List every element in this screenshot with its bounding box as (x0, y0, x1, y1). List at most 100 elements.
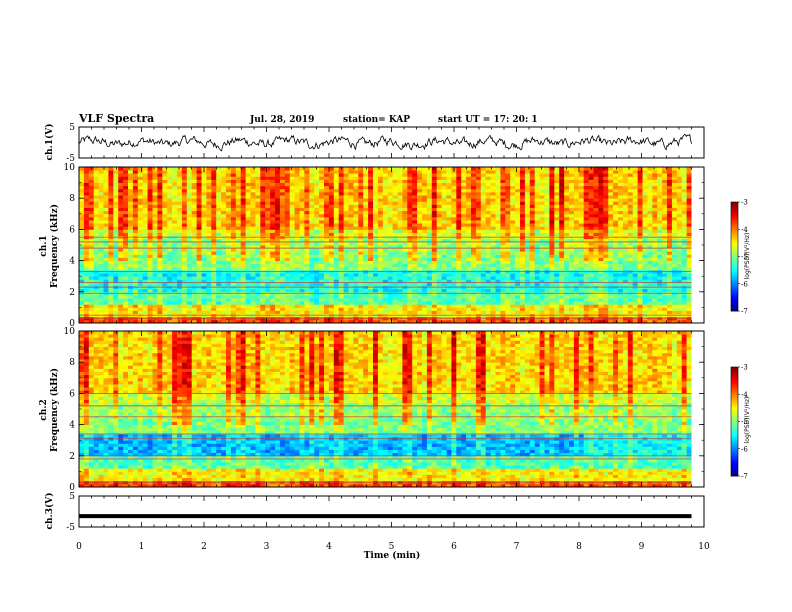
ch1-spectrogram-cell (191, 241, 197, 246)
ch1-spectrogram-cell (118, 216, 124, 221)
ch1-spectrogram-cell (118, 251, 124, 255)
ch1-spectrogram-cell (245, 201, 251, 205)
ch1-spectrogram-cell (510, 204, 516, 208)
ch1-spectrogram-cell (226, 232, 232, 237)
ch1-spectrogram-cell (113, 298, 119, 302)
ch1-spectrogram-cell (240, 279, 246, 283)
ch1-spectrogram-cell (500, 273, 506, 277)
ch1-spectrogram-cell (221, 276, 227, 280)
ch1-spectrogram-cell (294, 210, 300, 215)
ch1-spectrogram-cell (662, 260, 668, 265)
ch1-spectrogram-cell (466, 260, 472, 265)
ch1-spectrogram-cell (333, 223, 340, 227)
ch1-spectrogram-cell (466, 282, 472, 286)
ch1-spectrogram-cell (358, 310, 364, 315)
ch1-spectrogram-cell (554, 226, 560, 230)
ch1-spectrogram-cell (377, 263, 384, 268)
ch1-spectrogram-cell (230, 310, 237, 315)
ch1-spectrogram-cell (83, 207, 90, 212)
ch1-spectrogram-cell (510, 226, 516, 230)
ch1-spectrogram-cell (353, 254, 359, 258)
ch1-spectrogram-cell (407, 213, 413, 218)
ch1-spectrogram-cell (353, 294, 359, 299)
ch1-spectrogram-cell (549, 248, 555, 252)
ch1-spectrogram-cell (338, 279, 344, 283)
ch1-spectrogram-cell (671, 288, 678, 293)
ch1-spectrogram-cell (289, 220, 295, 224)
ch1-spectrogram-cell (132, 266, 139, 271)
ch1-spectrogram-cell (529, 319, 536, 324)
ch1-spectrogram-cell (475, 226, 482, 230)
ch1-spectrogram-cell (137, 304, 144, 308)
ch1-spectrogram-cell (681, 257, 687, 261)
ch1-spectrogram-cell (397, 254, 403, 258)
ch1-spectrogram-cell (441, 245, 447, 249)
ch1-spectrogram-cell (299, 232, 305, 237)
ch1-spectrogram-cell (451, 220, 457, 224)
ch1-spectrogram-cell (181, 254, 188, 258)
ch1-spectrogram-cell (417, 204, 423, 208)
ch1-spectrogram-cell (353, 204, 359, 208)
ch1-spectrogram-cell (652, 201, 658, 205)
ch1-spectrogram-cell (324, 279, 330, 283)
ch1-spectrogram-cell (377, 279, 384, 283)
ch1-spectrogram-cell (613, 288, 619, 293)
ch1-spectrogram-cell (245, 263, 251, 268)
ch1-spectrogram-cell (88, 307, 95, 311)
ch1-spectrogram-cell (667, 266, 673, 271)
ch1-spectrogram-cell (260, 201, 266, 205)
ch1-spectrogram-cell (343, 201, 349, 205)
ch1-spectrogram-cell (662, 223, 668, 227)
ch1-spectrogram-cell (181, 248, 188, 252)
ch1-spectrogram-cell (642, 251, 648, 255)
ch1-spectrogram-cell (578, 220, 585, 224)
ch1-spectrogram-cell (142, 241, 148, 246)
ch1-spectrogram-cell (118, 257, 124, 261)
ch1-spectrogram-cell (157, 266, 163, 271)
ch1-spectrogram-cell (324, 216, 330, 221)
ch1-spectrogram-cell (573, 226, 580, 230)
ch1-spectrogram-cell (608, 310, 614, 315)
ch1-spectrogram-cell (118, 260, 124, 265)
ch1-spectrogram-cell (578, 210, 585, 215)
ch1-spectrogram-cell (534, 241, 540, 246)
ch1-spectrogram-cell (524, 273, 531, 277)
ch1-spectrogram-cell (588, 207, 594, 212)
ch1-spectrogram-cell (676, 307, 683, 311)
ch1-spectrogram-cell (456, 226, 462, 230)
ch1-spectrogram-cell (108, 204, 114, 208)
ch1-spectrogram-cell (608, 276, 614, 280)
ch1-spectrogram-cell (417, 223, 423, 227)
ch1-spectrogram-cell (588, 273, 594, 277)
ch1-spectrogram-cell (172, 251, 178, 255)
ch1-spectrogram-cell (348, 229, 354, 233)
ch1-spectrogram-cell (255, 241, 261, 246)
ch1-spectrogram-cell (480, 232, 487, 237)
ch1-spectrogram-cell (529, 220, 536, 224)
ch1-spectrogram-cell (309, 304, 315, 308)
ch1-spectrogram-cell (520, 232, 526, 237)
ch1-spectrogram-cell (304, 232, 310, 237)
ch1-spectrogram-cell (412, 298, 418, 302)
ch1-spectrogram-cell (564, 273, 570, 277)
ch1-spectrogram-cell (647, 229, 653, 233)
ch1-spectrogram-cell (177, 204, 183, 208)
ch1-spectrogram-cell (613, 257, 619, 261)
ch1-spectrogram-cell (382, 232, 389, 237)
ch1-spectrogram-cell (632, 257, 638, 261)
ch1-spectrogram-cell (103, 273, 109, 277)
ch1-spectrogram-cell (132, 319, 139, 324)
ch1-spectrogram-cell (132, 257, 139, 261)
ch1-spectrogram-cell (578, 288, 585, 293)
ch1-spectrogram-cell (515, 238, 521, 243)
ch1-spectrogram-cell (686, 304, 692, 308)
ch1-spectrogram-cell (167, 220, 173, 224)
ch1-spectrogram-cell (598, 304, 604, 308)
ch1-spectrogram-cell (441, 232, 447, 237)
ch1-spectrogram-cell (392, 263, 398, 268)
ch1-spectrogram-cell (681, 226, 687, 230)
ch1-spectrogram-cell (671, 226, 678, 230)
ch1-spectrogram-cell (485, 288, 491, 293)
ch1-spectrogram-cell (480, 257, 487, 261)
ch1-spectrogram-cell (578, 226, 585, 230)
